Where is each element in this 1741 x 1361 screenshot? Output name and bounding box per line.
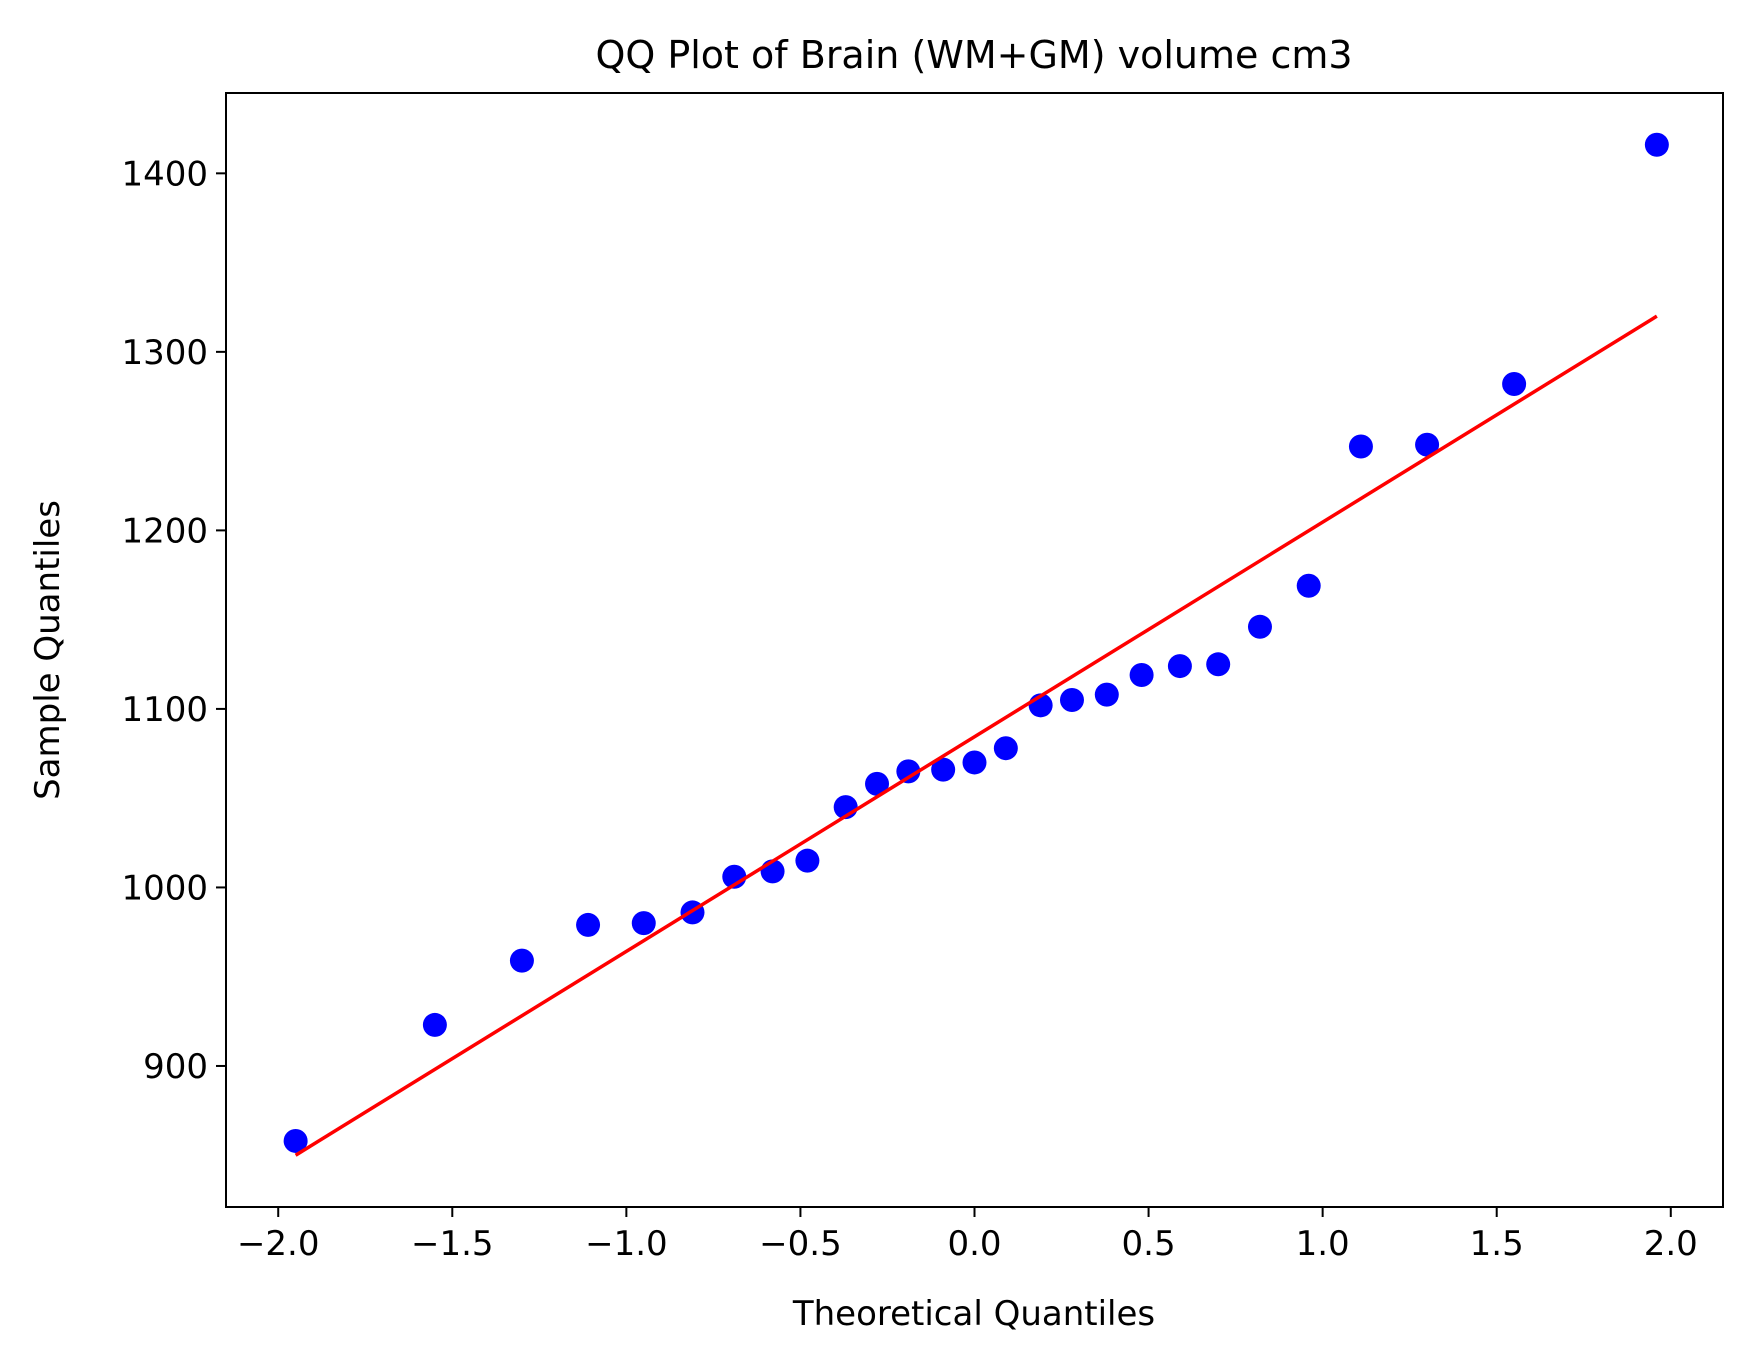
x-tick-label: −0.5 xyxy=(759,1224,842,1264)
data-point xyxy=(1348,434,1373,459)
data-point xyxy=(1415,432,1440,457)
data-point xyxy=(896,759,921,784)
data-point xyxy=(931,757,956,782)
data-point xyxy=(993,736,1018,761)
y-axis: 900 1000 1100 1200 1300 1400 xyxy=(121,154,226,1087)
data-point xyxy=(1129,662,1154,687)
data-point xyxy=(422,1012,447,1037)
data-point xyxy=(1296,573,1321,598)
x-axis-label: Theoretical Quantiles xyxy=(792,1294,1155,1334)
x-tick-label: 2.0 xyxy=(1644,1224,1698,1264)
y-axis-label: Sample Quantiles xyxy=(28,500,68,800)
x-tick-label: 1.5 xyxy=(1470,1224,1524,1264)
x-tick-label: −1.0 xyxy=(585,1224,668,1264)
x-tick-label: 1.0 xyxy=(1296,1224,1350,1264)
x-tick-label: 0.5 xyxy=(1122,1224,1176,1264)
x-tick-label: −1.5 xyxy=(411,1224,494,1264)
x-tick-label: 0.0 xyxy=(947,1224,1001,1264)
x-tick-label: −2.0 xyxy=(237,1224,320,1264)
reference-line xyxy=(294,314,1658,1157)
x-axis: −2.0 −1.5 −1.0 −0.5 0.0 0.5 1.0 1.5 2.0 xyxy=(237,1207,1698,1264)
y-tick-label: 1300 xyxy=(121,333,208,373)
data-point xyxy=(1094,682,1119,707)
data-point xyxy=(283,1128,308,1153)
data-point xyxy=(1206,652,1231,677)
chart-title: QQ Plot of Brain (WM+GM) volume cm3 xyxy=(595,33,1352,77)
data-point xyxy=(962,750,987,775)
data-point xyxy=(1167,654,1192,679)
y-tick-label: 900 xyxy=(143,1047,208,1087)
data-point xyxy=(631,911,656,936)
data-point xyxy=(865,771,890,796)
data-point xyxy=(576,912,601,937)
data-point xyxy=(1502,371,1527,396)
data-point xyxy=(1644,132,1669,157)
y-tick-label: 1100 xyxy=(121,690,208,730)
plot-area xyxy=(283,132,1669,1157)
y-tick-label: 1200 xyxy=(121,511,208,551)
data-point xyxy=(1247,614,1272,639)
data-point xyxy=(795,848,820,873)
y-tick-label: 1400 xyxy=(121,154,208,194)
y-tick-label: 1000 xyxy=(121,868,208,908)
data-point xyxy=(1059,687,1084,712)
data-point xyxy=(509,948,534,973)
